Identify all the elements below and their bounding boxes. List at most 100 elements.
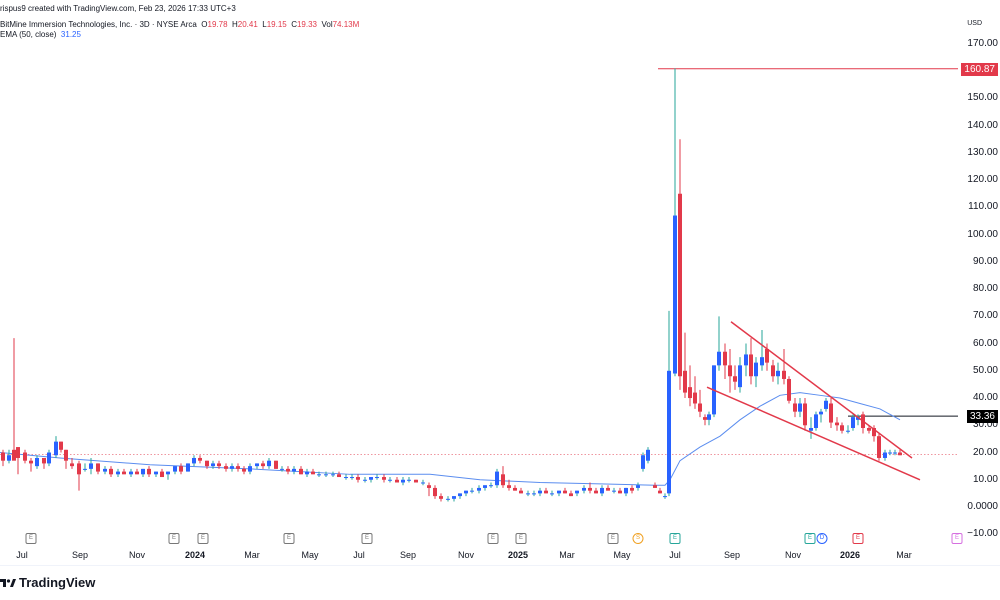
price-tick-label: 60.00 (972, 337, 998, 349)
earnings-event-icon[interactable]: E (607, 533, 619, 544)
candle-body (513, 487, 517, 491)
candle-body (280, 468, 284, 470)
symbol-legend: BitMine Immersion Technologies, Inc. · 3… (0, 20, 359, 29)
earnings-event-icon[interactable]: E (669, 533, 681, 544)
candle-body (744, 354, 748, 366)
price-tick-label: 120.00 (967, 174, 998, 186)
candle-body (324, 474, 328, 476)
candle-body (147, 468, 151, 475)
candle-body (59, 441, 63, 450)
candle-body (192, 457, 196, 464)
candle-body (717, 351, 721, 366)
candle-body (414, 479, 418, 483)
tradingview-logo-icon (0, 578, 16, 587)
candle-body (337, 474, 341, 478)
candle-body (179, 466, 183, 472)
candle-body (16, 447, 20, 458)
candle-body (814, 414, 818, 429)
volume-label: Vol (321, 20, 333, 29)
candle-body (723, 351, 727, 366)
dividend-event-icon[interactable]: D (816, 533, 828, 544)
earnings-event-icon[interactable]: E (951, 533, 963, 544)
candle-body (630, 487, 634, 491)
candle-body (636, 485, 640, 488)
candle-body (356, 477, 360, 480)
high-price-badge: 160.87 (961, 62, 998, 76)
candle-body (64, 449, 68, 461)
earnings-event-icon[interactable]: E (361, 533, 373, 544)
time-tick-label: Jul (669, 550, 681, 560)
chart-credit: rispus9 created with TradingView.com, Fe… (0, 4, 236, 13)
price-tick-label: −10.00 (967, 528, 998, 540)
candle-body (305, 471, 309, 475)
time-tick-label: Mar (559, 550, 575, 560)
candle-body (154, 471, 158, 475)
candle-body (495, 471, 499, 486)
candle-body (588, 487, 592, 491)
price-tick-label: 100.00 (967, 228, 998, 240)
candle-body (369, 477, 373, 480)
candle-body (829, 403, 833, 423)
candle-body (54, 441, 58, 456)
earnings-event-icon[interactable]: E (852, 533, 864, 544)
candle-body (433, 487, 437, 497)
candle-body (135, 471, 139, 475)
candle-body (211, 463, 215, 467)
candle-body (350, 477, 354, 479)
candle-body (809, 428, 813, 431)
time-tick-label: Nov (457, 550, 475, 560)
candle-body (538, 490, 542, 494)
candle-body (388, 479, 392, 481)
candle-body (738, 365, 742, 388)
earnings-event-icon[interactable]: E (197, 533, 209, 544)
candle-body (749, 354, 753, 377)
candle-body (395, 479, 399, 483)
price-tick-label: 170.00 (967, 37, 998, 49)
candle-body (160, 471, 164, 478)
time-tick-label: Sep (71, 550, 89, 560)
candle-body (787, 378, 791, 401)
split-event-icon[interactable]: S (632, 533, 644, 544)
price-tick-label: 70.00 (972, 310, 998, 322)
candle-body (550, 493, 554, 495)
price-tick-label: 40.00 (972, 392, 998, 404)
candle-body (803, 403, 807, 426)
candle-body (683, 370, 687, 393)
candle-body (7, 455, 11, 461)
currency-label: USD (967, 20, 982, 27)
candle-body (375, 477, 379, 479)
candle-body (501, 474, 505, 486)
earnings-event-icon[interactable]: E (487, 533, 499, 544)
candle-body (292, 468, 296, 472)
candle-body (83, 468, 87, 470)
candle-body (248, 466, 252, 472)
candle-body (363, 479, 367, 481)
price-tick-label: 0.0000 (967, 501, 998, 512)
candle-body (519, 490, 523, 494)
low-value: 19.15 (266, 20, 287, 29)
candle-body (782, 370, 786, 379)
candle-body (401, 479, 405, 483)
candle-body (489, 485, 493, 487)
earnings-event-icon[interactable]: E (25, 533, 37, 544)
candle-body (877, 436, 881, 458)
candle-body (653, 485, 657, 488)
ema-value: 31.25 (60, 30, 81, 39)
candle-body (186, 463, 190, 472)
earnings-event-icon[interactable]: E (804, 533, 816, 544)
candle-body (760, 357, 764, 366)
brand-name: TradingView (19, 575, 96, 590)
candle-body (618, 490, 622, 494)
earnings-event-icon[interactable]: E (515, 533, 527, 544)
candle-body (267, 460, 271, 467)
earnings-event-icon[interactable]: E (283, 533, 295, 544)
candle-body (286, 468, 290, 472)
price-tick-label: 90.00 (972, 255, 998, 267)
price-tick-label: 140.00 (967, 119, 998, 131)
candle-body (47, 452, 51, 464)
earnings-event-icon[interactable]: E (168, 533, 180, 544)
candle-body (569, 493, 573, 497)
time-tick-label: 2025 (507, 550, 529, 560)
candle-body (205, 460, 209, 467)
